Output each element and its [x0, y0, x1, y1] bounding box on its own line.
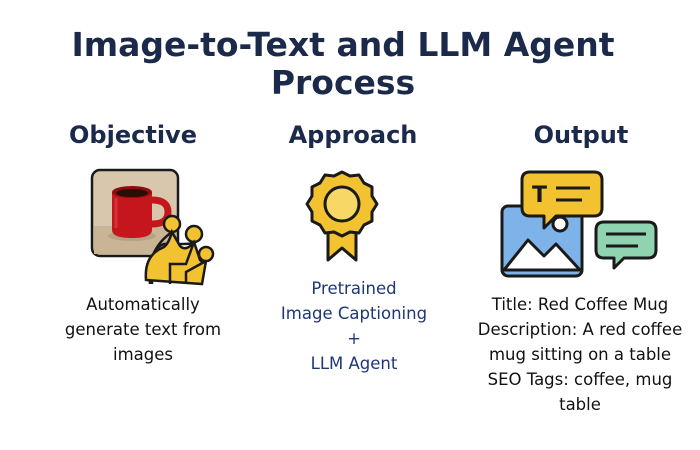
bubble-letter: T: [532, 183, 547, 208]
approach-line: Image Captioning: [280, 304, 428, 323]
objective-line: generate text from: [64, 320, 222, 339]
approach-description: Pretrained Image Captioning + LLM Agent: [254, 276, 454, 376]
title-line-1: Image-to-Text and LLM Agent: [71, 25, 615, 64]
page-title: Image-to-Text and LLM Agent Process: [0, 26, 686, 102]
output-line: table: [559, 395, 601, 414]
approach-column: Approach: [258, 120, 448, 150]
output-line: Description: A red coffee: [477, 320, 683, 339]
award-ribbon-icon: [304, 168, 384, 268]
objective-description: Automatically generate text from images: [38, 292, 248, 367]
image-chat-bubbles-icon: T: [498, 168, 658, 280]
approach-heading: Approach: [288, 121, 418, 149]
approach-plus: +: [347, 329, 361, 348]
output-line: mug sitting on a table: [488, 345, 672, 364]
coffee-mug-circuit-icon: [90, 168, 220, 286]
output-description: Title: Red Coffee Mug Description: A red…: [464, 292, 696, 417]
approach-line: LLM Agent: [310, 354, 398, 373]
objective-line: Automatically: [86, 295, 200, 314]
approach-line: Pretrained: [311, 279, 397, 298]
output-line: SEO Tags: coffee, mug: [487, 370, 673, 389]
objective-heading: Objective: [69, 121, 197, 149]
output-line: Title: Red Coffee Mug: [491, 295, 669, 314]
title-line-2: Process: [270, 63, 416, 102]
objective-line: images: [113, 345, 173, 364]
objective-column: Objective: [38, 120, 228, 150]
output-column: Output: [464, 120, 698, 150]
output-heading: Output: [533, 121, 629, 149]
